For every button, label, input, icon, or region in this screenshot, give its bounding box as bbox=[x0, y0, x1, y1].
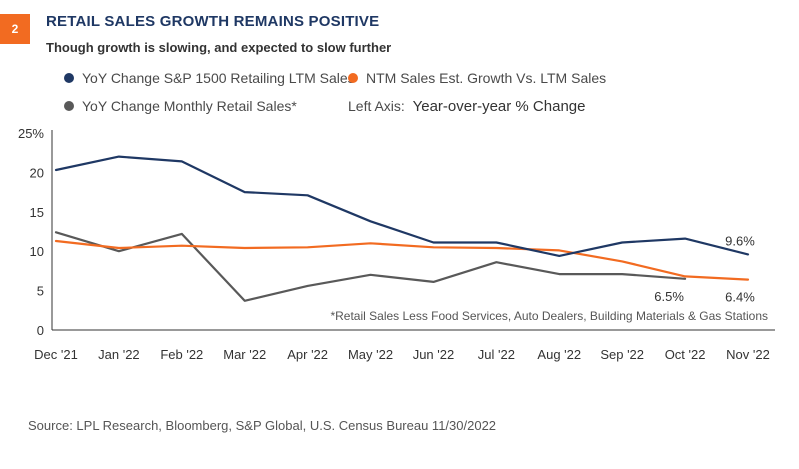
axis-note-value: Year-over-year % Change bbox=[412, 98, 586, 115]
chart-title: RETAIL SALES GROWTH REMAINS POSITIVE bbox=[46, 13, 380, 30]
x-tick-label: Jan '22 bbox=[98, 347, 140, 362]
series-line-1 bbox=[54, 239, 750, 281]
x-tick-label: Dec '21 bbox=[34, 347, 78, 362]
y-tick-label: 15 bbox=[30, 205, 44, 220]
chart-footnote: *Retail Sales Less Food Services, Auto D… bbox=[330, 309, 768, 323]
y-tick-label: 10 bbox=[30, 244, 44, 259]
y-tick-label: 25% bbox=[18, 126, 44, 141]
legend-dot-navy-icon bbox=[64, 73, 74, 83]
legend-dot-gray-icon bbox=[64, 101, 74, 111]
legend-item-retailing-ltm: YoY Change S&P 1500 Retailing LTM Sales bbox=[64, 70, 355, 86]
x-tick-label: Feb '22 bbox=[160, 347, 203, 362]
series-line-2 bbox=[54, 231, 687, 302]
legend-label: YoY Change Monthly Retail Sales* bbox=[82, 98, 297, 114]
y-tick-label: 20 bbox=[30, 165, 44, 180]
x-tick-label: Apr '22 bbox=[287, 347, 328, 362]
x-tick-label: Aug '22 bbox=[537, 347, 581, 362]
x-tick-label: Jul '22 bbox=[478, 347, 515, 362]
x-tick-label: Nov '22 bbox=[726, 347, 770, 362]
data-label: 6.4% bbox=[725, 290, 755, 305]
series-line-0 bbox=[54, 155, 750, 257]
chart-subtitle: Though growth is slowing, and expected t… bbox=[46, 40, 392, 55]
source-note: Source: LPL Research, Bloomberg, S&P Glo… bbox=[28, 418, 497, 433]
y-tick-label: 5 bbox=[37, 284, 44, 299]
y-tick-label: 0 bbox=[37, 323, 44, 338]
data-label: 6.5% bbox=[654, 289, 684, 304]
x-tick-label: Sep '22 bbox=[600, 347, 644, 362]
figure-number-badge: 2 bbox=[0, 14, 30, 44]
x-tick-label: Jun '22 bbox=[413, 347, 455, 362]
data-label: 9.6% bbox=[725, 233, 755, 248]
x-tick-label: May '22 bbox=[348, 347, 393, 362]
axis-note: Left Axis: Year-over-year % Change bbox=[348, 98, 585, 115]
legend-label: NTM Sales Est. Growth Vs. LTM Sales bbox=[366, 70, 607, 86]
x-tick-label: Mar '22 bbox=[223, 347, 266, 362]
legend-dot-orange-icon bbox=[348, 73, 358, 83]
legend-label: YoY Change S&P 1500 Retailing LTM Sales bbox=[82, 70, 355, 86]
axis-note-label: Left Axis: bbox=[348, 98, 405, 114]
legend-item-monthly-retail: YoY Change Monthly Retail Sales* bbox=[64, 98, 297, 114]
x-tick-label: Oct '22 bbox=[665, 347, 706, 362]
legend-item-ntm-estimate: NTM Sales Est. Growth Vs. LTM Sales bbox=[348, 70, 606, 86]
